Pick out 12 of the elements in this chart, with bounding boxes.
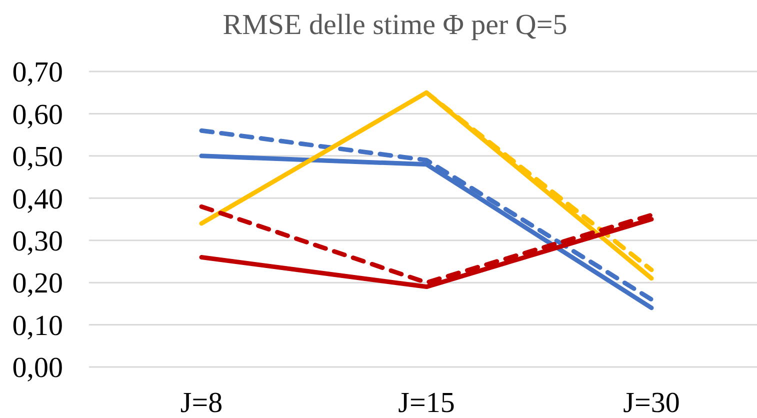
y-tick-label: 0,20: [12, 268, 63, 300]
y-tick-label: 0,50: [12, 141, 63, 174]
x-tick-label: J=15: [398, 387, 455, 418]
y-tick-label: 0,00: [12, 352, 63, 384]
y-tick-label: 0,30: [12, 226, 63, 258]
y-tick-label: 0,10: [12, 310, 63, 342]
y-tick-label: 0,40: [12, 183, 63, 216]
x-tick-label: J=30: [623, 387, 680, 418]
y-tick-label: 0,70: [12, 56, 63, 89]
y-tick-label: 0,60: [12, 98, 63, 131]
x-tick-label: J=8: [180, 387, 223, 418]
chart-title: RMSE delle stime Φ per Q=5: [222, 9, 568, 41]
